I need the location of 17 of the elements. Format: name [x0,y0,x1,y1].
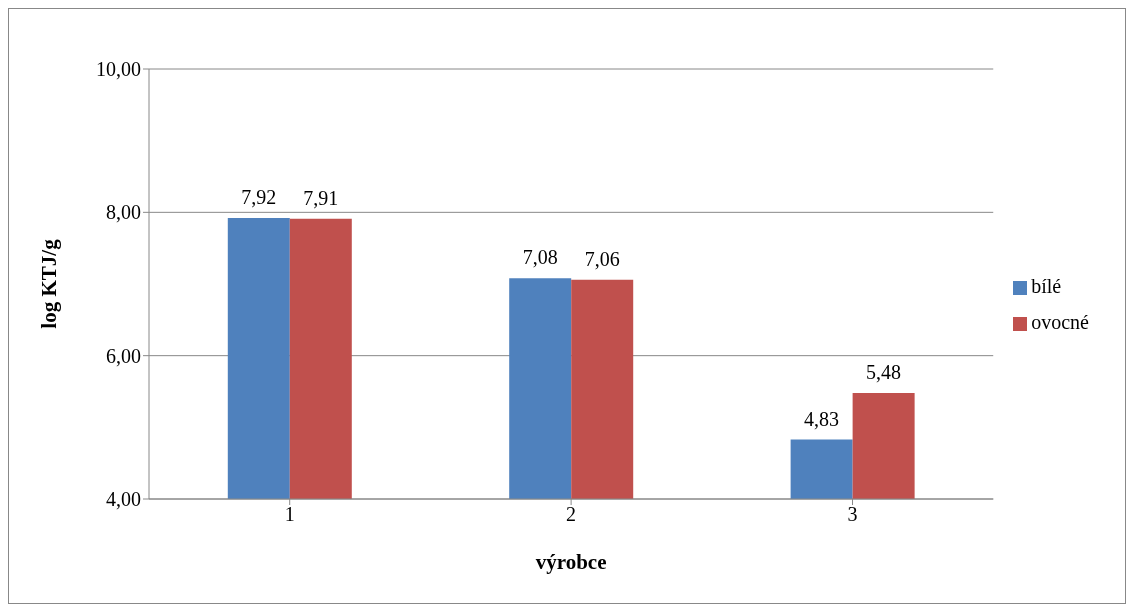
legend-label: bílé [1031,275,1062,297]
y-axis-title: log KTJ/g [37,238,62,329]
data-label: 4,83 [804,407,840,430]
y-tick-label: 4,00 [106,488,141,511]
data-label: 7,06 [584,247,620,270]
data-label: 5,48 [866,360,902,383]
data-label: 7,91 [303,186,339,209]
x-tick-label: 1 [284,503,295,526]
y-tick-label: 6,00 [106,344,141,367]
data-label: 7,92 [241,186,277,209]
x-axis-title: výrobce [535,550,607,574]
data-label: 7,08 [522,246,558,269]
x-tick-label: 3 [847,503,858,526]
y-tick-label: 10,00 [96,58,141,81]
x-tick-label: 2 [566,503,577,526]
legend-label: ovocné [1031,311,1089,333]
y-tick-label: 8,00 [106,201,141,224]
